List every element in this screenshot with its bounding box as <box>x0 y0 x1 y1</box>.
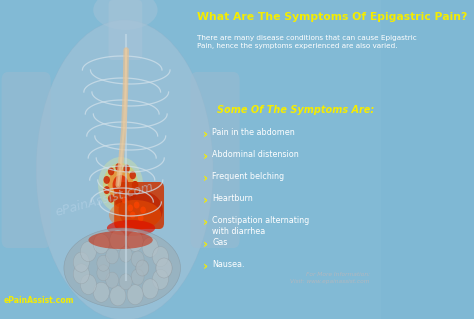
Circle shape <box>103 163 138 207</box>
Circle shape <box>127 231 143 251</box>
Circle shape <box>123 165 130 173</box>
Text: For More Information:
Visit: www.epainassist.com: For More Information: Visit: www.epainas… <box>291 272 370 284</box>
Circle shape <box>132 181 138 189</box>
FancyBboxPatch shape <box>0 0 381 319</box>
Circle shape <box>98 157 143 213</box>
Ellipse shape <box>93 0 157 30</box>
Circle shape <box>93 234 109 254</box>
Circle shape <box>108 195 114 203</box>
Circle shape <box>81 241 96 262</box>
Circle shape <box>130 211 136 219</box>
Text: ›: › <box>202 194 208 207</box>
Circle shape <box>119 274 132 290</box>
FancyBboxPatch shape <box>1 72 51 248</box>
Circle shape <box>152 269 168 289</box>
Circle shape <box>110 286 126 306</box>
Ellipse shape <box>36 20 213 319</box>
Ellipse shape <box>107 220 155 236</box>
Circle shape <box>93 282 109 302</box>
Circle shape <box>142 237 158 257</box>
Text: Frequent belching: Frequent belching <box>212 172 284 181</box>
Text: ›: › <box>202 128 208 141</box>
Circle shape <box>108 169 134 201</box>
Circle shape <box>128 204 133 211</box>
Circle shape <box>103 186 110 194</box>
Circle shape <box>122 197 128 204</box>
Text: ePainAssist.com: ePainAssist.com <box>3 296 74 305</box>
Circle shape <box>129 191 136 199</box>
Circle shape <box>140 206 146 213</box>
Circle shape <box>156 258 172 278</box>
Ellipse shape <box>64 228 181 308</box>
Circle shape <box>110 230 126 250</box>
Text: Abdominal distension: Abdominal distension <box>212 150 299 159</box>
Ellipse shape <box>89 231 153 249</box>
Circle shape <box>138 214 144 221</box>
Circle shape <box>132 181 138 189</box>
Circle shape <box>127 285 143 305</box>
Circle shape <box>152 247 168 267</box>
FancyBboxPatch shape <box>191 72 239 248</box>
Circle shape <box>106 272 118 288</box>
Circle shape <box>106 248 118 264</box>
Circle shape <box>112 175 128 195</box>
Circle shape <box>73 264 90 284</box>
FancyBboxPatch shape <box>114 182 164 229</box>
Circle shape <box>97 255 110 271</box>
Text: Some Of The Symptoms Are:: Some Of The Symptoms Are: <box>217 105 374 115</box>
Text: Gas: Gas <box>212 238 228 247</box>
Text: Nausea.: Nausea. <box>212 260 245 269</box>
Circle shape <box>131 269 144 285</box>
Circle shape <box>156 258 172 278</box>
Ellipse shape <box>118 191 163 229</box>
Circle shape <box>136 260 149 276</box>
Text: ›: › <box>202 260 208 273</box>
Circle shape <box>73 252 90 272</box>
Text: What Are The Symptoms Of Epigastric Pain?: What Are The Symptoms Of Epigastric Pain… <box>197 12 467 22</box>
Circle shape <box>81 274 96 294</box>
Circle shape <box>119 246 132 262</box>
Circle shape <box>129 171 136 179</box>
Ellipse shape <box>109 200 161 230</box>
Circle shape <box>134 202 139 209</box>
Circle shape <box>103 176 110 184</box>
Text: There are many disease conditions that can cause Epigastric
Pain, hence the symp: There are many disease conditions that c… <box>197 35 417 49</box>
Circle shape <box>123 197 130 205</box>
Circle shape <box>115 199 122 207</box>
Text: Constipation alternating
with diarrhea: Constipation alternating with diarrhea <box>212 216 310 236</box>
Text: Heartburn: Heartburn <box>212 194 253 203</box>
Text: Pain in the abdomen: Pain in the abdomen <box>212 128 295 137</box>
Text: ePainAssist.com: ePainAssist.com <box>54 181 155 219</box>
Text: ›: › <box>202 216 208 229</box>
Text: ›: › <box>202 238 208 251</box>
Circle shape <box>115 163 122 171</box>
Circle shape <box>108 167 114 175</box>
Circle shape <box>142 279 158 299</box>
Circle shape <box>131 251 144 267</box>
Circle shape <box>97 265 110 281</box>
Circle shape <box>136 260 149 276</box>
Text: ›: › <box>202 172 208 185</box>
FancyBboxPatch shape <box>109 0 142 60</box>
Text: ›: › <box>202 150 208 163</box>
